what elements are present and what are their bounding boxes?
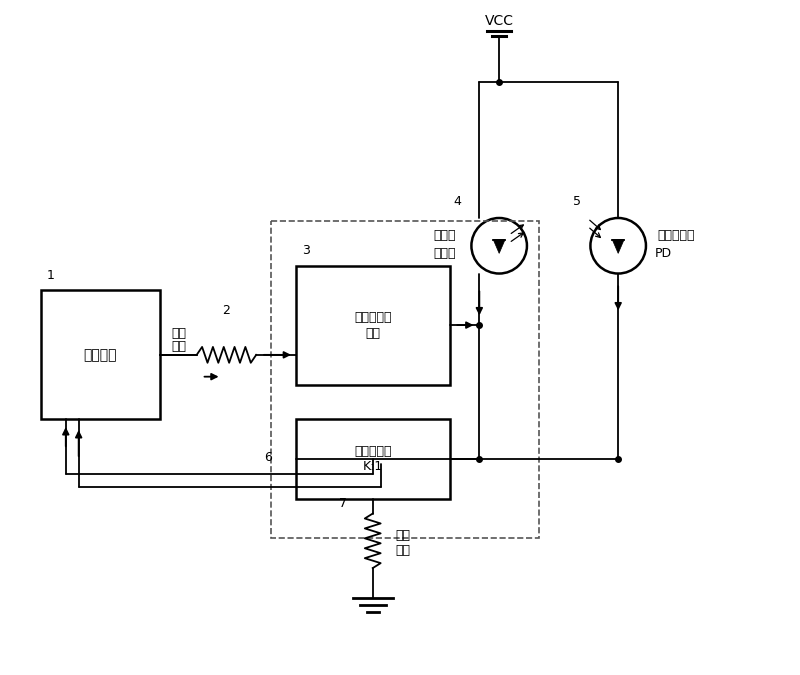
Polygon shape xyxy=(494,240,505,253)
Bar xyxy=(296,419,450,499)
Text: K:1: K:1 xyxy=(362,460,383,473)
Text: 电路: 电路 xyxy=(366,327,380,340)
Text: 电阵: 电阵 xyxy=(395,544,410,558)
Text: 4: 4 xyxy=(454,194,462,208)
Bar xyxy=(271,221,539,539)
Text: 二极管: 二极管 xyxy=(434,230,456,242)
Text: 2: 2 xyxy=(222,304,230,317)
Text: 第一: 第一 xyxy=(171,327,186,340)
Text: 镜像电流源: 镜像电流源 xyxy=(354,445,391,458)
Text: 第二: 第二 xyxy=(395,529,410,542)
Text: VCC: VCC xyxy=(485,14,514,28)
Text: 6: 6 xyxy=(264,450,272,464)
Text: 1: 1 xyxy=(47,269,55,282)
Polygon shape xyxy=(612,240,624,253)
Text: 微处理器: 微处理器 xyxy=(84,348,118,362)
Text: PD: PD xyxy=(654,247,671,260)
Text: 7: 7 xyxy=(339,497,347,510)
Text: 3: 3 xyxy=(302,244,310,257)
Bar xyxy=(41,290,160,419)
Text: 激光器驱动: 激光器驱动 xyxy=(354,310,391,324)
Text: 激光器: 激光器 xyxy=(434,247,456,260)
Text: 电阵: 电阵 xyxy=(171,340,186,354)
Text: 5: 5 xyxy=(573,194,581,208)
Text: 光检二极管: 光检二极管 xyxy=(657,230,694,242)
Bar xyxy=(296,265,450,385)
